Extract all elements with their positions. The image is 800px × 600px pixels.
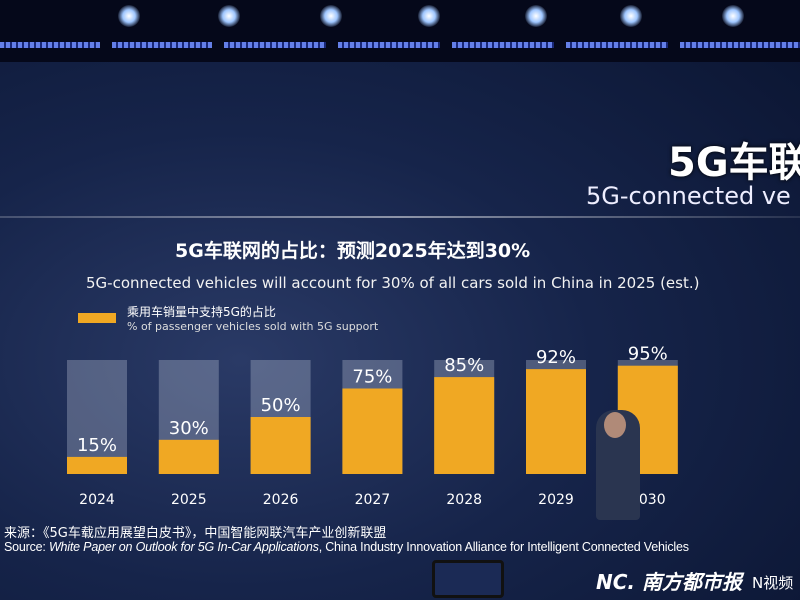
chart-title: 5G车联网的占比：预测2025年达到30%	[175, 240, 531, 262]
bar-2025	[158, 439, 219, 474]
presenter-head	[604, 412, 626, 438]
light-icon	[320, 5, 342, 27]
legend-label-en: % of passenger vehicles sold with 5G sup…	[127, 320, 379, 333]
bar-2027	[342, 388, 403, 474]
data-label: 75%	[352, 367, 392, 388]
data-label: 95%	[628, 344, 668, 365]
chart-subtitle: 5G-connected vehicles will account for 3…	[86, 274, 700, 292]
bar-2029	[526, 369, 586, 474]
data-label: 15%	[77, 435, 117, 456]
light-icon	[418, 5, 440, 27]
light-icon	[620, 5, 642, 27]
slide-subtitle: 5G-connected ve	[586, 182, 791, 210]
data-label: 85%	[444, 355, 484, 376]
watermark-logo-2: N视频	[752, 574, 794, 592]
x-tick-label: 2028	[446, 492, 482, 508]
divider	[0, 216, 800, 218]
light-icon	[722, 5, 744, 27]
data-label: 92%	[536, 347, 576, 368]
bar-2028	[434, 377, 495, 474]
bar-2024	[67, 456, 127, 474]
x-tick-label: 2025	[171, 492, 207, 508]
watermark-logo: NC. 南方都市报	[596, 570, 742, 594]
audience-phone	[432, 560, 504, 598]
x-tick-label: 2027	[355, 492, 391, 508]
source-title: White Paper on Outlook for 5G In-Car App…	[48, 540, 319, 554]
bar-2026	[250, 417, 311, 474]
x-tick-label: 2024	[79, 492, 115, 508]
data-label: 50%	[261, 395, 301, 416]
data-label: 30%	[169, 418, 209, 439]
light-icon	[525, 5, 547, 27]
light-icon	[218, 5, 240, 27]
source-en: Source: White Paper on Outlook for 5G In…	[4, 540, 689, 554]
legend-label-cn: 乘用车销量中支持5G的占比	[127, 305, 276, 319]
source-label: Source:	[4, 540, 49, 554]
x-tick-label: 2029	[538, 492, 574, 508]
legend-swatch	[78, 313, 116, 323]
bar-background	[67, 360, 127, 474]
slide-title: 5G车联	[668, 140, 800, 186]
bar-chart: 15% 2024 30% 2025 50% 2026 75% 2027 85% 2028 92% 20…	[67, 344, 678, 508]
light-icon	[118, 5, 140, 27]
stage-lights	[0, 0, 800, 62]
x-tick-label: 2026	[263, 492, 299, 508]
source-cn: 来源：《5G车载应用展望白皮书》，中国智能网联汽车产业创新联盟	[4, 526, 387, 541]
source-org: , China Industry Innovation Alliance for…	[318, 540, 689, 554]
